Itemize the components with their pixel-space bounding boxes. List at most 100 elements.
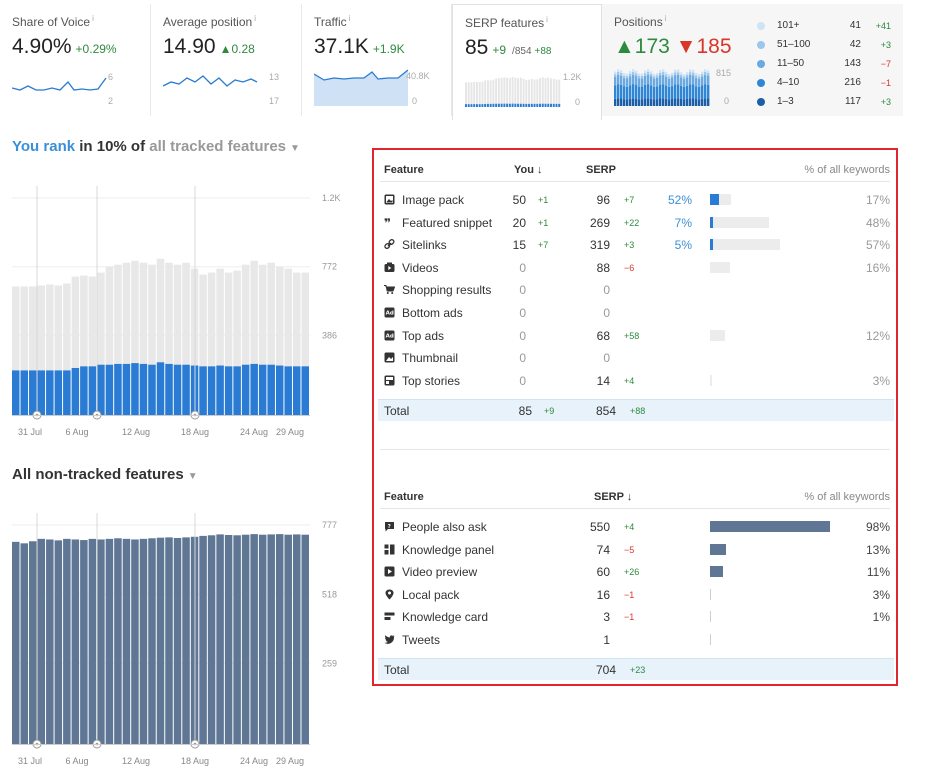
you-rank-bar[interactable] [37, 370, 46, 415]
feature-name[interactable]: Featured snippet [402, 215, 493, 230]
tracked-total-bar[interactable] [216, 268, 224, 415]
chevron-down-icon[interactable]: ▼ [187, 471, 198, 482]
you-rank-bar[interactable] [216, 365, 224, 415]
positions-legend-row[interactable]: 51–100 42 +3 [757, 35, 897, 54]
tracked-total-bar[interactable] [63, 283, 71, 415]
nontracked-bar[interactable] [12, 541, 20, 744]
you-rank-bar[interactable] [46, 370, 54, 415]
you-rank-bar[interactable] [233, 366, 241, 415]
you-rank-bar[interactable] [292, 366, 301, 415]
nontracked-bar[interactable] [173, 537, 182, 744]
you-rank-bar[interactable] [148, 364, 156, 415]
you-rank-bar[interactable] [88, 366, 97, 415]
tracked-total-bar[interactable] [156, 258, 165, 415]
tracked-total-bar[interactable] [224, 272, 233, 415]
nontracked-bar[interactable] [301, 534, 309, 744]
tracked-total-bar[interactable] [88, 276, 97, 415]
table-row[interactable]: Knowledge card 3 −1 1% [380, 606, 890, 628]
you-rank-bar[interactable] [105, 364, 114, 415]
info-icon[interactable]: i [254, 14, 256, 23]
table-row[interactable]: Thumbnail 0 0 [380, 347, 890, 369]
tracked-total-bar[interactable] [284, 268, 292, 415]
feature-name[interactable]: Thumbnail [402, 351, 459, 366]
tracked-total-bar[interactable] [173, 264, 182, 415]
table-row[interactable]: ? People also ask 550 +4 98% [380, 516, 890, 538]
nontracked-bar[interactable] [71, 539, 80, 744]
positions-legend-row[interactable]: 4–10 216 −1 [757, 73, 897, 92]
table-row[interactable]: Tweets 1 [380, 629, 890, 651]
nontracked-bar[interactable] [284, 534, 292, 744]
nontracked-bar[interactable] [199, 535, 207, 744]
tracked-total-bar[interactable] [182, 262, 190, 415]
col-serp[interactable]: SERP [586, 164, 616, 176]
you-rank-bar[interactable] [71, 367, 80, 415]
nontracked-bar[interactable] [182, 537, 190, 744]
nontracked-bar[interactable] [37, 538, 46, 744]
you-rank-bar[interactable] [182, 364, 190, 415]
info-icon[interactable]: i [92, 14, 94, 23]
table-row[interactable]: Sitelinks 15 +7 319 +3 5% 57% [380, 234, 890, 256]
nontracked-bar[interactable] [233, 535, 241, 744]
tracked-total-bar[interactable] [139, 262, 148, 415]
tracked-features-dropdown[interactable]: all tracked features [149, 138, 287, 155]
you-rank-bar[interactable] [54, 370, 63, 415]
nontracked-bar[interactable] [105, 538, 114, 744]
nontracked-bar[interactable] [250, 534, 258, 744]
tracked-total-bar[interactable] [46, 284, 54, 415]
you-rank-bar[interactable] [250, 363, 258, 415]
you-rank-bar[interactable] [122, 363, 131, 415]
metric-serp-features[interactable]: SERP features i 85 +9/854 +88 1.2K 0 [452, 4, 602, 120]
feature-name[interactable]: Video preview [402, 565, 478, 580]
metric-average-position[interactable]: Average position i 14.90 ▲0.28 13 17 [151, 4, 302, 116]
nontracked-bar[interactable] [29, 541, 37, 744]
nontracked-features-dropdown[interactable]: All non-tracked features [12, 466, 184, 483]
tracked-total-bar[interactable] [71, 276, 80, 415]
feature-name[interactable]: Videos [402, 260, 439, 275]
you-rank-bar[interactable] [20, 370, 29, 415]
nontracked-bar[interactable] [258, 534, 267, 744]
you-rank-bar[interactable] [224, 366, 233, 415]
table-row[interactable]: Image pack 50 +1 96 +7 52% 17% [380, 189, 890, 211]
you-rank-bar[interactable] [173, 364, 182, 415]
positions-legend-row[interactable]: 1–3 117 +3 [757, 92, 897, 111]
tracked-total-bar[interactable] [258, 264, 267, 415]
nontracked-bar[interactable] [241, 534, 250, 744]
you-rank-bar[interactable] [80, 366, 88, 415]
metric-share-of-voice[interactable]: Share of Voice i 4.90% +0.29% 6 2 [0, 4, 151, 116]
you-rank-bar[interactable] [29, 370, 37, 415]
tracked-total-bar[interactable] [131, 260, 139, 415]
table-row[interactable]: Video preview 60 +26 11% [380, 561, 890, 583]
rank-chart-title[interactable]: You rank in 10% of all tracked features ▼ [12, 138, 300, 155]
nontracked-bar[interactable] [165, 537, 173, 744]
col-you[interactable]: You ↓ [514, 164, 543, 176]
tracked-total-bar[interactable] [29, 286, 37, 415]
tracked-total-bar[interactable] [114, 264, 122, 415]
feature-name[interactable]: Knowledge panel [402, 542, 495, 557]
feature-name[interactable]: People also ask [402, 520, 487, 534]
tracked-total-bar[interactable] [80, 275, 88, 415]
nontracked-bar[interactable] [207, 535, 216, 744]
nontracked-bar[interactable] [267, 534, 275, 744]
nontracked-bar[interactable] [275, 534, 284, 744]
you-rank-bar[interactable] [267, 364, 275, 415]
info-icon[interactable]: i [664, 14, 667, 23]
nontracked-bar[interactable] [156, 537, 165, 744]
nontracked-bar[interactable] [216, 534, 224, 744]
you-rank-bar[interactable] [139, 363, 148, 415]
feature-name[interactable]: Top stories [402, 373, 461, 388]
tracked-total-bar[interactable] [275, 266, 284, 415]
col-serp[interactable]: SERP ↓ [594, 491, 633, 503]
feature-name[interactable]: Shopping results [402, 283, 492, 298]
you-rank-bar[interactable] [12, 370, 20, 415]
tracked-total-bar[interactable] [207, 272, 216, 415]
feature-name[interactable]: Top ads [402, 328, 445, 343]
tracked-total-bar[interactable] [105, 266, 114, 415]
tracked-total-bar[interactable] [233, 270, 241, 415]
feature-name[interactable]: Sitelinks [402, 238, 447, 253]
table-row[interactable]: Shopping results 0 0 [380, 279, 890, 301]
nontracked-bar[interactable] [97, 539, 105, 744]
nontracked-bar[interactable] [292, 534, 301, 744]
you-rank-bar[interactable] [63, 370, 71, 415]
feature-name[interactable]: Local pack [402, 587, 460, 602]
tracked-total-bar[interactable] [54, 285, 63, 415]
